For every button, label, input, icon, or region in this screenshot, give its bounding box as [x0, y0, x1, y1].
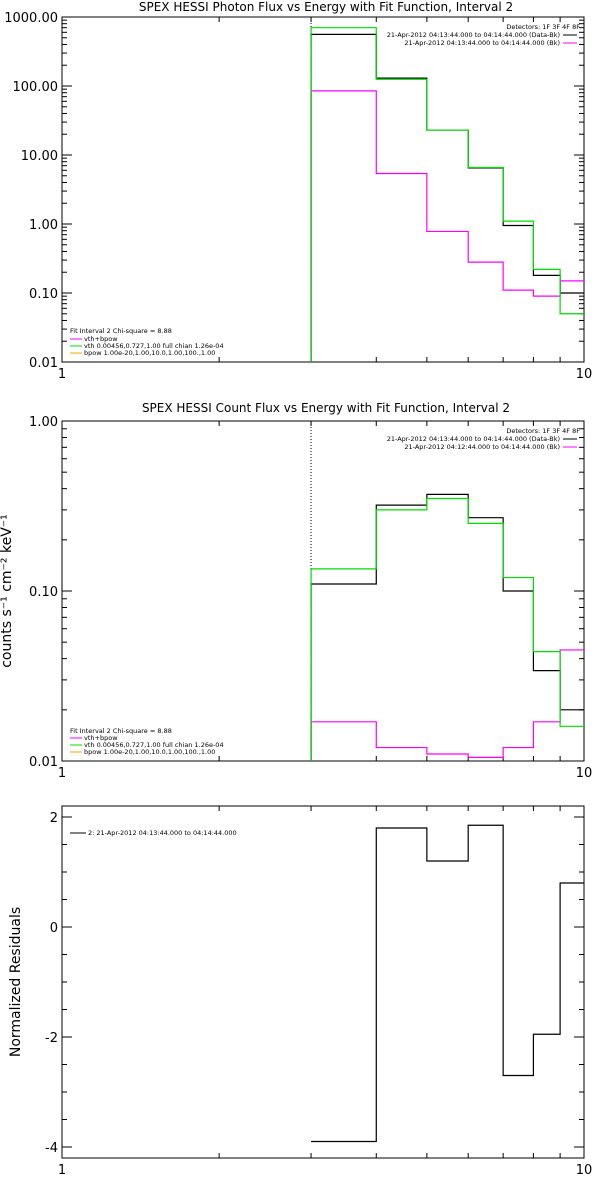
photon-legend-right-0: Detectors: 1F 3F 4F 8F — [506, 23, 580, 31]
y-tick-label: 10.00 — [21, 149, 58, 164]
x-tick-label: 1 — [58, 1163, 66, 1178]
y-tick-label: 0.10 — [29, 287, 58, 302]
residuals-legend-label: 2: 21-Apr-2012 04:13:44.000 to 04:14:44.… — [88, 829, 237, 837]
residuals-panel: Normalized Residuals 1 10 2 0 -2 -4 2: 21-Apr… — [8, 805, 593, 1178]
series-model_total-line — [310, 90, 584, 362]
photon-flux-title: SPEX HESSI Photon Flux vs Energy with Fi… — [139, 0, 513, 14]
x-tick-label: 10 — [576, 1163, 593, 1178]
count-legend-left-3: bpow 1.00e-20,1.00,10.0,1.00,100.,1.00 — [84, 748, 215, 756]
y-tick-label: 0.01 — [29, 755, 58, 770]
photon-legend-left-1: vth+bpow — [84, 335, 118, 343]
photon-flux-panel: SPEX HESSI Photon Flux vs Energy with Fi… — [4, 0, 592, 382]
x-tick-label: 1 — [58, 367, 66, 382]
count-legend-right-1: 21-Apr-2012 04:13:44.000 to 04:14:44.000… — [387, 435, 560, 443]
count-legend-right-2: 21-Apr-2012 04:12:44.000 to 04:14:44.000… — [404, 443, 560, 451]
y-tick-label: 1.00 — [29, 218, 58, 233]
photon-legend-left-2: vth 0.00456,0.727,1.00 full chian 1.26e-… — [84, 342, 224, 350]
series-vth-line — [310, 27, 584, 362]
series-vth-line — [310, 497, 584, 761]
series-data-line — [310, 33, 584, 362]
count-flux-ylabel: counts s⁻¹ cm⁻² keV⁻¹ — [0, 514, 15, 668]
y-tick-label: 100.00 — [13, 80, 59, 95]
x-tick-label: 1 — [58, 766, 66, 781]
y-tick-label: -2 — [45, 1031, 58, 1046]
residuals-ylabel: Normalized Residuals — [8, 907, 24, 1057]
count-legend-left-1: vth+bpow — [84, 734, 118, 742]
y-tick-label: -4 — [45, 1141, 58, 1156]
y-tick-label: 2 — [50, 811, 58, 826]
series-data-line — [311, 824, 584, 1143]
photon-flux-frame — [61, 16, 585, 363]
photon-legend-left-0: Fit Interval 2 Chi-square = 8.88 — [70, 327, 172, 335]
x-tick-label: 10 — [576, 367, 593, 382]
residuals-frame — [61, 805, 585, 1159]
y-tick-label: 0 — [50, 921, 58, 936]
x-tick-label: 10 — [576, 766, 593, 781]
count-legend-right-0: Detectors: 1F 3F 4F 8F — [506, 427, 580, 435]
y-tick-label: 0.01 — [29, 356, 58, 371]
photon-legend-left-3: bpow 1.00e-20,1.00,10.0,1.00,100.,1.00 — [84, 349, 215, 357]
photon-legend-right-1: 21-Apr-2012 04:13:44.000 to 04:14:44.000… — [387, 31, 560, 39]
count-legend-left-2: vth 0.00456,0.727,1.00 full chian 1.26e-… — [84, 741, 224, 749]
count-legend-left-0: Fit Interval 2 Chi-square = 8.88 — [70, 727, 172, 735]
y-tick-label: 0.10 — [29, 585, 58, 600]
series-data-line — [310, 493, 584, 761]
series-model_total-line — [310, 649, 584, 761]
y-tick-label: 1000.00 — [4, 11, 58, 26]
count-flux-title: SPEX HESSI Count Flux vs Energy with Fit… — [142, 401, 510, 415]
count-flux-panel: SPEX HESSI Count Flux vs Energy with Fit… — [0, 401, 592, 781]
photon-legend-right-2: 21-Apr-2012 04:13:44.000 to 04:14:44.000… — [404, 39, 560, 47]
y-tick-label: 1.00 — [29, 415, 58, 430]
